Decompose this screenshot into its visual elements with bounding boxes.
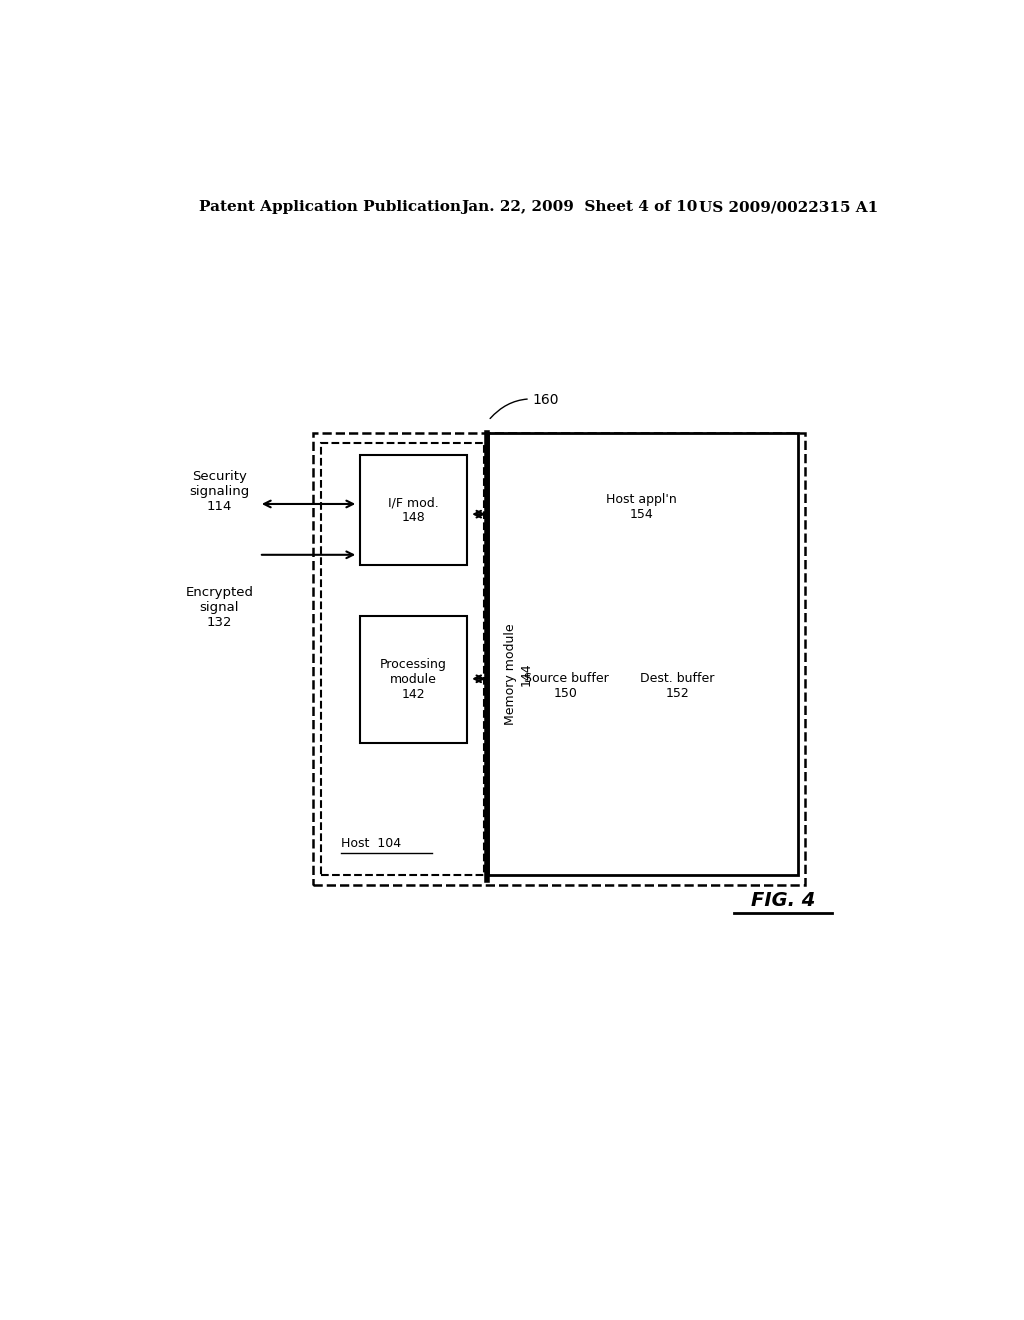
Text: Host  104: Host 104	[341, 837, 400, 850]
Bar	[313, 433, 805, 886]
Text: 160: 160	[490, 393, 559, 418]
Text: Security
signaling
114: Security signaling 114	[189, 470, 250, 513]
Bar	[627, 623, 728, 750]
Bar	[359, 615, 467, 743]
Text: Memory module
144: Memory module 144	[505, 623, 532, 725]
Text: Dest. buffer
152: Dest. buffer 152	[640, 672, 715, 701]
Bar	[488, 433, 798, 875]
Text: I/F mod.
148: I/F mod. 148	[388, 496, 438, 524]
Text: US 2009/0022315 A1: US 2009/0022315 A1	[699, 201, 879, 214]
Text: FIG. 4: FIG. 4	[751, 891, 815, 909]
Text: Processing
module
142: Processing module 142	[380, 657, 446, 701]
Bar	[553, 447, 731, 568]
Bar	[515, 623, 616, 750]
Bar	[321, 444, 483, 875]
Bar	[359, 455, 467, 565]
Text: Source buffer
150: Source buffer 150	[523, 672, 608, 701]
Text: Patent Application Publication: Patent Application Publication	[200, 201, 462, 214]
Text: Jan. 22, 2009  Sheet 4 of 10: Jan. 22, 2009 Sheet 4 of 10	[461, 201, 697, 214]
Text: Encrypted
signal
132: Encrypted signal 132	[185, 586, 253, 630]
Text: Host appl'n
154: Host appl'n 154	[606, 494, 677, 521]
